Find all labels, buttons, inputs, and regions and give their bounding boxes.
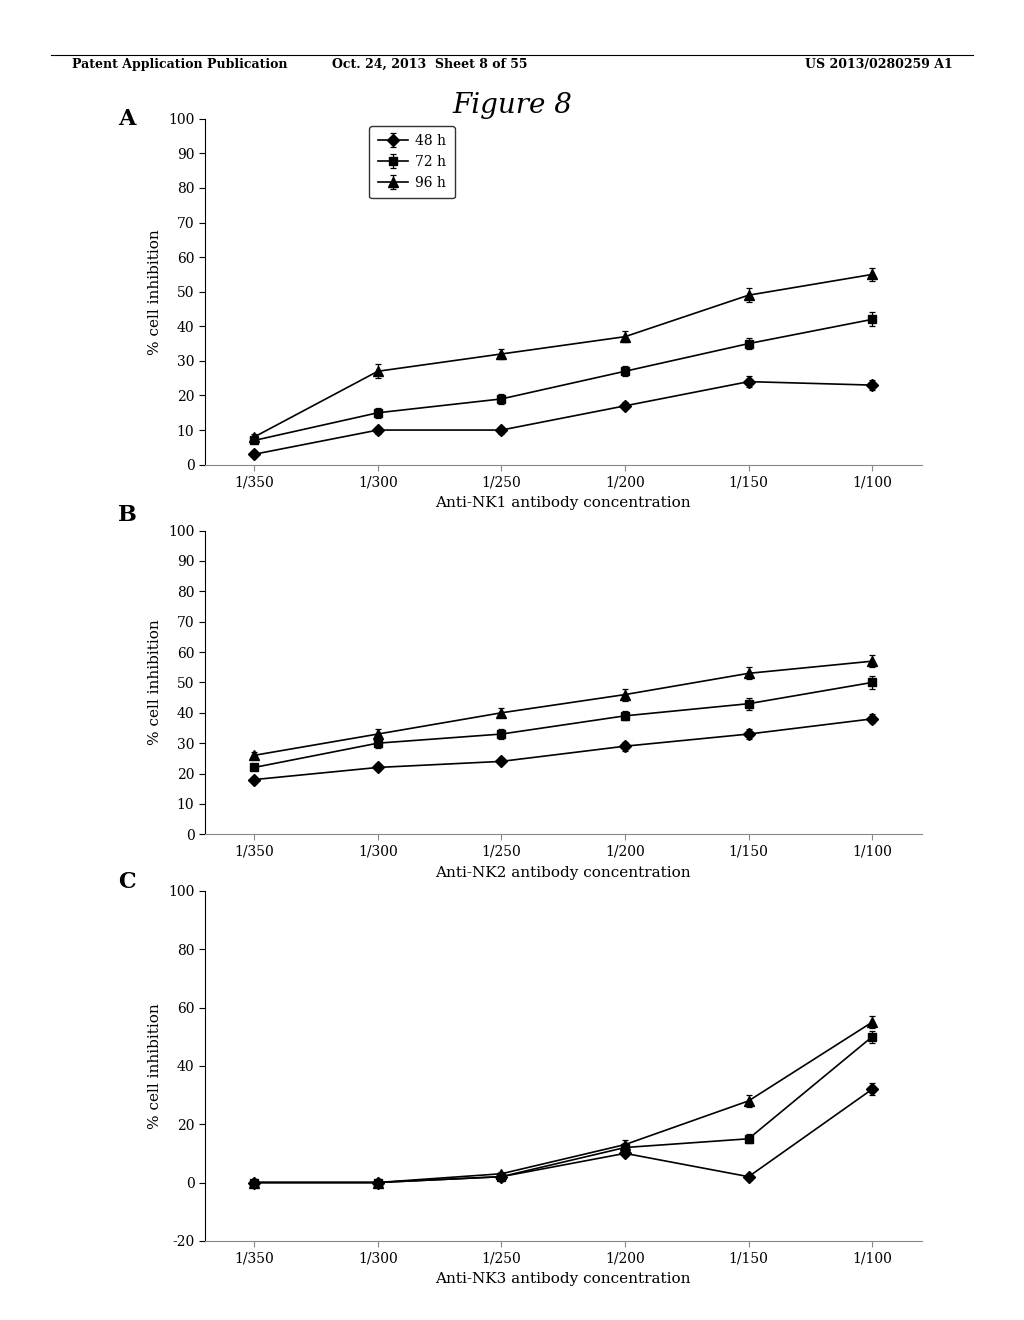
Text: B: B bbox=[118, 504, 136, 527]
X-axis label: Anti-NK2 antibody concentration: Anti-NK2 antibody concentration bbox=[435, 866, 691, 879]
X-axis label: Anti-NK3 antibody concentration: Anti-NK3 antibody concentration bbox=[435, 1272, 691, 1286]
Text: US 2013/0280259 A1: US 2013/0280259 A1 bbox=[805, 58, 952, 71]
Text: A: A bbox=[118, 108, 135, 131]
Text: C: C bbox=[118, 871, 135, 894]
Y-axis label: % cell inhibition: % cell inhibition bbox=[148, 228, 163, 355]
Y-axis label: % cell inhibition: % cell inhibition bbox=[148, 619, 163, 746]
Legend: 48 h, 72 h, 96 h: 48 h, 72 h, 96 h bbox=[370, 125, 455, 198]
Y-axis label: % cell inhibition: % cell inhibition bbox=[148, 1003, 163, 1129]
Text: Figure 8: Figure 8 bbox=[452, 92, 572, 119]
Text: Oct. 24, 2013  Sheet 8 of 55: Oct. 24, 2013 Sheet 8 of 55 bbox=[333, 58, 527, 71]
Text: Patent Application Publication: Patent Application Publication bbox=[72, 58, 287, 71]
X-axis label: Anti-NK1 antibody concentration: Anti-NK1 antibody concentration bbox=[435, 496, 691, 510]
